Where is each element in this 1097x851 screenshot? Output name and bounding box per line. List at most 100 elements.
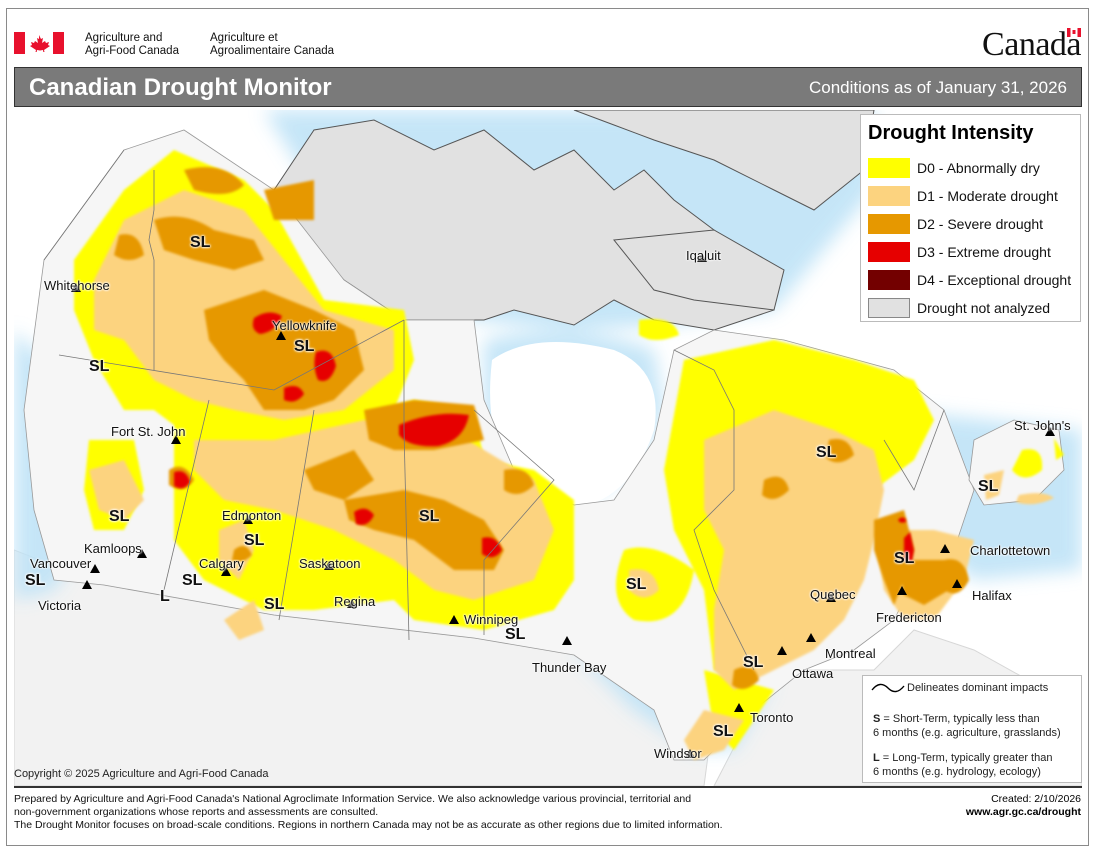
impact-type-label: SL bbox=[743, 654, 764, 671]
title-bar: Canadian Drought Monitor Conditions as o… bbox=[14, 67, 1082, 107]
created-info: Created: 2/10/2026 www.agr.gc.ca/drought bbox=[966, 793, 1081, 819]
city-marker-icon bbox=[449, 615, 459, 624]
city-marker-icon bbox=[897, 586, 907, 595]
created-date: Created: 2/10/2026 bbox=[991, 793, 1081, 805]
org-name-french: Agriculture et Agroalimentaire Canada bbox=[210, 32, 334, 58]
legend-swatch-d3 bbox=[868, 242, 910, 262]
city-label: Calgary bbox=[199, 556, 244, 571]
website-link[interactable]: www.agr.gc.ca/drought bbox=[965, 806, 1081, 818]
city-label: Quebec bbox=[810, 587, 856, 602]
org-name-english: Agriculture and Agri-Food Canada bbox=[85, 32, 179, 58]
legend-item-not-analyzed: Drought not analyzed bbox=[868, 298, 1078, 320]
conditions-date: Conditions as of January 31, 2026 bbox=[808, 78, 1067, 97]
canada-wordmark: Canada bbox=[982, 26, 1081, 64]
legend-swatch-d1 bbox=[868, 186, 910, 206]
city-marker-icon bbox=[952, 579, 962, 588]
city-label: St. John's bbox=[1014, 418, 1071, 433]
city-label: Iqaluit bbox=[686, 248, 721, 263]
short-term-text-2: 6 months (e.g. agriculture, grasslands) bbox=[873, 727, 1061, 739]
city-label: Windsor bbox=[654, 746, 702, 761]
city-marker-icon bbox=[90, 564, 100, 573]
impact-type-label: SL bbox=[894, 550, 915, 567]
org-fr-line2: Agroalimentaire Canada bbox=[210, 45, 335, 57]
short-term-key: S bbox=[873, 713, 881, 725]
org-en-line1: Agriculture and bbox=[85, 32, 163, 44]
city-label: Halifax bbox=[972, 588, 1012, 603]
impact-type-label: SL bbox=[505, 626, 526, 643]
city-label: Fredericton bbox=[876, 610, 942, 625]
long-term-note: L = Long-Term, typically greater than 6 … bbox=[873, 751, 1052, 779]
legend-item-d0: D0 - Abnormally dry bbox=[868, 158, 1078, 180]
city-label: Montreal bbox=[825, 646, 876, 661]
city-label: Ottawa bbox=[792, 666, 834, 681]
city-marker-icon bbox=[685, 749, 695, 758]
impact-type-label: SL bbox=[978, 478, 999, 495]
legend-item-d3: D3 - Extreme drought bbox=[868, 242, 1078, 264]
city-marker-icon bbox=[276, 331, 286, 340]
city-label: Winnipeg bbox=[464, 612, 519, 627]
city-marker-icon bbox=[826, 593, 836, 602]
city-marker-icon bbox=[734, 703, 744, 712]
city-marker-icon bbox=[243, 515, 253, 524]
wordmark-text: Canada bbox=[982, 26, 1081, 63]
impact-type-label: SL bbox=[182, 572, 203, 589]
long-term-text-1: = Long-Term, typically greater than bbox=[879, 752, 1053, 764]
legend-swatch-d0 bbox=[868, 158, 910, 178]
city-label: Kamloops bbox=[84, 541, 142, 556]
impact-type-label: SL bbox=[190, 234, 211, 251]
city-label: Saskatoon bbox=[299, 556, 361, 571]
legend-label-d0: D0 - Abnormally dry bbox=[917, 160, 1040, 176]
long-term-key: L bbox=[873, 752, 880, 764]
city-marker-icon bbox=[697, 253, 707, 262]
city-marker-icon bbox=[777, 646, 787, 655]
short-term-note: S = Short-Term, typically less than 6 mo… bbox=[873, 712, 1061, 740]
city-marker-icon bbox=[171, 435, 181, 444]
city-label: Toronto bbox=[750, 710, 794, 725]
city-marker-icon bbox=[71, 283, 81, 292]
long-term-text-2: 6 months (e.g. hydrology, ecology) bbox=[873, 766, 1041, 778]
impacts-legend: Delineates dominant impacts S = Short-Te… bbox=[862, 675, 1082, 783]
city-label: Yellowknife bbox=[272, 318, 337, 333]
legend-item-d2: D2 - Severe drought bbox=[868, 214, 1078, 236]
impact-type-label: SL bbox=[109, 508, 130, 525]
delineation-line-icon bbox=[871, 683, 905, 693]
impact-type-label: SL bbox=[89, 358, 110, 375]
city-marker-icon bbox=[940, 544, 950, 553]
footer-notes: Prepared by Agriculture and Agri-Food Ca… bbox=[14, 793, 723, 832]
page-title: Canadian Drought Monitor bbox=[29, 74, 332, 101]
city-label: Victoria bbox=[38, 598, 82, 613]
impact-type-label: SL bbox=[626, 576, 647, 593]
legend-label-d1: D1 - Moderate drought bbox=[917, 188, 1058, 204]
impact-type-label: SL bbox=[25, 572, 46, 589]
impact-type-label: SL bbox=[713, 723, 734, 740]
legend-item-d1: D1 - Moderate drought bbox=[868, 186, 1078, 208]
copyright: Copyright © 2025 Agriculture and Agri-Fo… bbox=[14, 768, 269, 780]
city-marker-icon bbox=[1045, 427, 1055, 436]
legend-swatch-d2 bbox=[868, 214, 910, 234]
impact-type-label: SL bbox=[419, 508, 440, 525]
impact-type-label: SL bbox=[816, 444, 837, 461]
city-marker-icon bbox=[137, 549, 147, 558]
legend-label-not-analyzed: Drought not analyzed bbox=[917, 300, 1051, 316]
city-label: Regina bbox=[334, 594, 376, 609]
impact-type-label: L bbox=[160, 588, 170, 605]
footer-line1: Prepared by Agriculture and Agri-Food Ca… bbox=[14, 793, 692, 805]
org-en-line2: Agri-Food Canada bbox=[85, 45, 179, 57]
city-label: Thunder Bay bbox=[532, 660, 607, 675]
footer-divider bbox=[14, 786, 1082, 788]
canada-flag-logo bbox=[14, 32, 64, 54]
city-label: Whitehorse bbox=[44, 278, 110, 293]
drought-intensity-legend: Drought Intensity D0 - Abnormally dry D1… bbox=[860, 114, 1081, 322]
legend-item-d4: D4 - Exceptional drought bbox=[868, 270, 1078, 292]
short-term-text-1: = Short-Term, typically less than bbox=[880, 713, 1040, 725]
legend-swatch-not-analyzed bbox=[868, 298, 910, 318]
city-marker-icon bbox=[324, 561, 334, 570]
city-marker-icon bbox=[82, 580, 92, 589]
legend-label-d3: D3 - Extreme drought bbox=[917, 244, 1051, 260]
footer-line2: non-government organizations whose repor… bbox=[14, 806, 379, 818]
legend-label-d4: D4 - Exceptional drought bbox=[917, 272, 1072, 288]
city-marker-icon bbox=[221, 567, 231, 576]
delineates-label: Delineates dominant impacts bbox=[907, 682, 1049, 694]
city-marker-icon bbox=[562, 636, 572, 645]
org-fr-line1: Agriculture et bbox=[210, 32, 278, 44]
